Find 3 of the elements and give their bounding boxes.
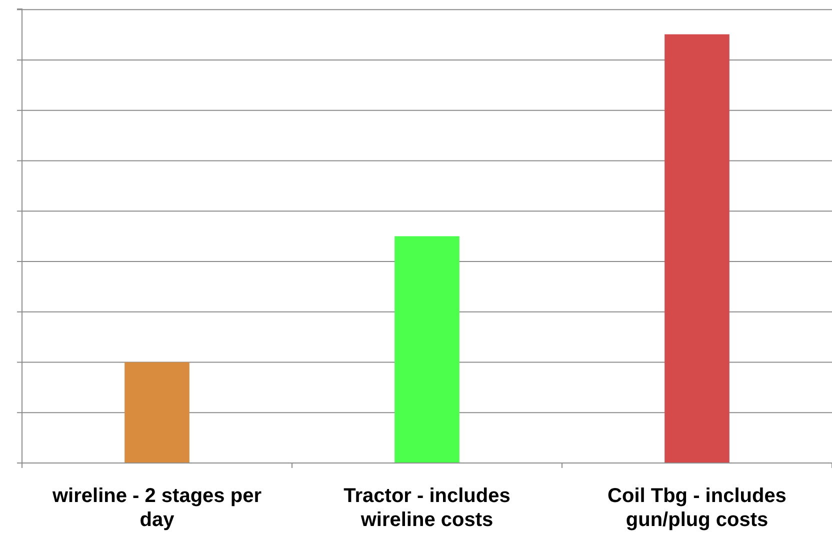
x-tick-label: Tractor - includes wireline costs: [344, 485, 510, 531]
x-tick-label: wireline - 2 stages per day: [52, 485, 262, 531]
x-tick-label: Coil Tbg - includes gun/plug costs: [608, 485, 786, 531]
